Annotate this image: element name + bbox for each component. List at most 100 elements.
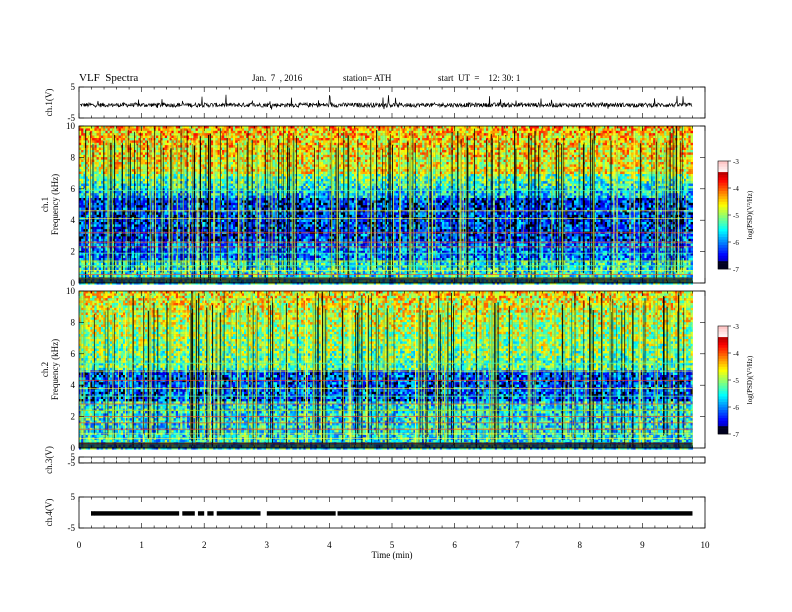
psd-cell [299, 131, 301, 134]
psd-cell [123, 140, 125, 143]
psd-cell [108, 128, 110, 131]
psd-cell [545, 138, 547, 141]
psd-cell [629, 128, 631, 131]
psd-cell [163, 140, 165, 143]
psd-cell [620, 131, 622, 134]
psd-cell [686, 133, 688, 136]
psd-cell [174, 128, 176, 131]
psd-cell [391, 138, 393, 141]
psd-cell [94, 140, 96, 143]
psd-cell [391, 133, 393, 136]
psd-cell [378, 128, 380, 131]
psd-cell [688, 138, 690, 141]
psd-cell [387, 136, 389, 139]
psd-cell [631, 128, 633, 131]
psd-cell [537, 136, 539, 139]
psd-cell [213, 128, 215, 131]
psd-cell [504, 131, 506, 134]
psd-cell [114, 131, 116, 134]
psd-cell [532, 136, 534, 139]
psd-cell [422, 133, 424, 136]
psd-cell [574, 136, 576, 139]
psd-cell [688, 136, 690, 139]
psd-cell [583, 136, 585, 139]
psd-cell [233, 133, 235, 136]
psd-cell [541, 133, 543, 136]
psd-cell [325, 136, 327, 139]
psd-cell [372, 131, 374, 134]
psd-cell [548, 136, 550, 139]
psd-cell [160, 128, 162, 131]
psd-cell [310, 136, 312, 139]
psd-cell [484, 136, 486, 139]
psd-cell [163, 136, 165, 139]
psd-cell [587, 131, 589, 134]
psd-cell [618, 136, 620, 139]
psd-cell [499, 133, 501, 136]
psd-cell [165, 128, 167, 131]
psd-cell [196, 128, 198, 131]
psd-cell [312, 136, 314, 139]
psd-cell [563, 138, 565, 141]
psd-cell [629, 138, 631, 141]
psd-cell [424, 136, 426, 139]
psd-cell [259, 128, 261, 131]
psd-cell [248, 131, 250, 134]
psd-cell [609, 133, 611, 136]
psd-cell [407, 133, 409, 136]
psd-cell [341, 140, 343, 143]
psd-cell [444, 131, 446, 134]
psd-cell [488, 138, 490, 141]
psd-cell [422, 136, 424, 139]
psd-cell [110, 131, 112, 134]
psd-cell [572, 138, 574, 141]
psd-cell [453, 133, 455, 136]
psd-cell [299, 140, 301, 143]
psd-cell [550, 128, 552, 131]
psd-cell [501, 133, 503, 136]
psd-cell [279, 136, 281, 139]
psd-cell [497, 133, 499, 136]
psd-cell [160, 131, 162, 134]
psd-cell [537, 131, 539, 134]
psd-cell [477, 133, 479, 136]
psd-cell [105, 136, 107, 139]
psd-cell [306, 128, 308, 131]
psd-cell [625, 131, 627, 134]
psd-cell [638, 138, 640, 141]
psd-cell [658, 131, 660, 134]
psd-cell [565, 128, 567, 131]
psd-cell [266, 133, 268, 136]
psd-cell [622, 131, 624, 134]
psd-cell [466, 131, 468, 134]
psd-cell [609, 138, 611, 141]
psd-cell [123, 131, 125, 134]
psd-cell [688, 133, 690, 136]
psd-cell [308, 131, 310, 134]
psd-cell [556, 128, 558, 131]
psd-cell [143, 140, 145, 143]
psd-cell [264, 136, 266, 139]
psd-cell [235, 128, 237, 131]
psd-cell [367, 138, 369, 141]
psd-cell [301, 140, 303, 143]
psd-cell [407, 136, 409, 139]
psd-cell [545, 133, 547, 136]
psd-cell [132, 128, 134, 131]
psd-cell [204, 128, 206, 131]
psd-cell [552, 131, 554, 134]
psd-cell [242, 133, 244, 136]
psd-cell [570, 136, 572, 139]
psd-cell [548, 128, 550, 131]
psd-cell [636, 131, 638, 134]
psd-cell [303, 131, 305, 134]
psd-cell [237, 128, 239, 131]
psd-cell [691, 131, 693, 134]
psd-cell [528, 128, 530, 131]
psd-cell [171, 133, 173, 136]
psd-cell [130, 133, 132, 136]
psd-cell [457, 128, 459, 131]
psd-cell [270, 136, 272, 139]
psd-cell [570, 131, 572, 134]
psd-cell [224, 133, 226, 136]
